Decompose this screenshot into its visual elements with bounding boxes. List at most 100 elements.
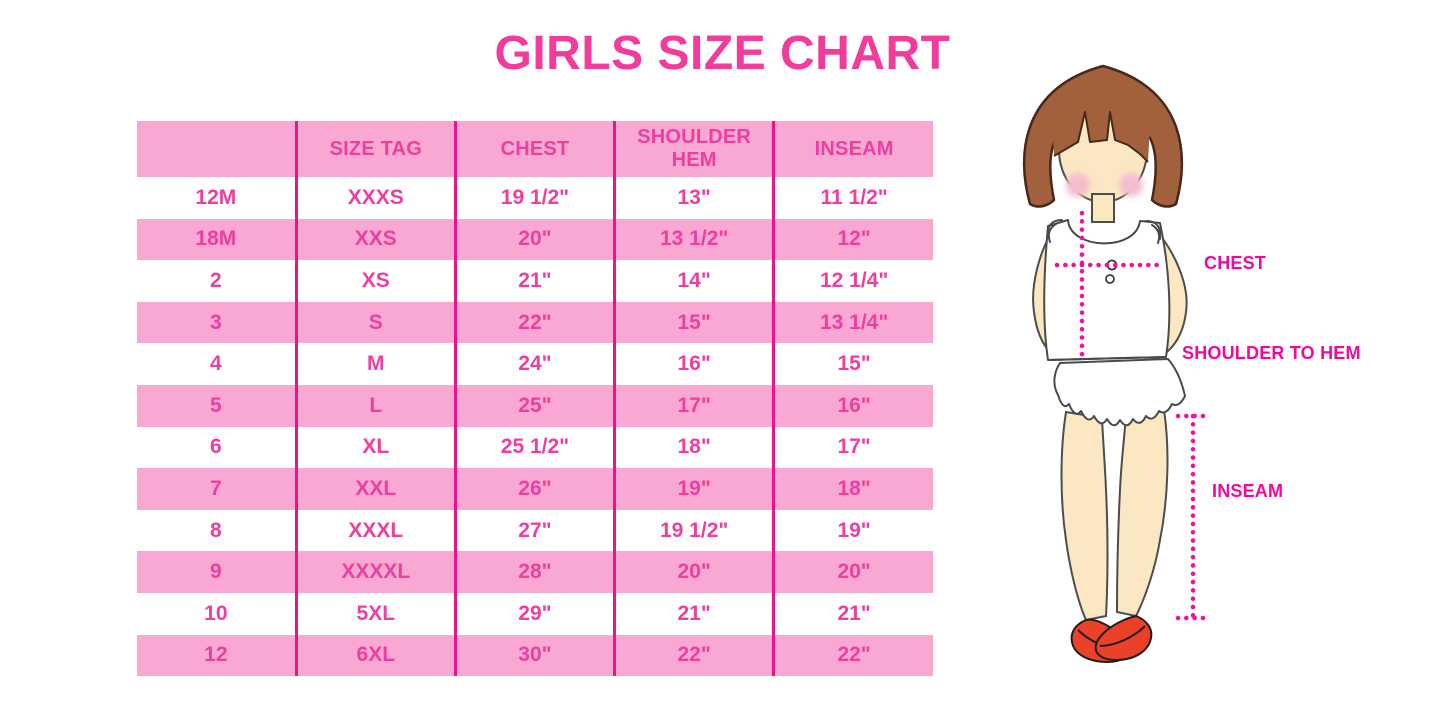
table-cell: XXXXL [296,551,457,593]
table-cell: 21" [455,260,617,302]
table-cell: 20" [837,560,871,584]
table-cell: XL [296,426,457,469]
table-cell: XXL [296,468,457,510]
table-cell: 10 [137,592,298,635]
bangs-edge [1053,111,1149,163]
girls-size-table: SIZE TAG CHEST SHOULDER HEM INSEAM 12M XXXS 1… [137,121,933,677]
chest-label: CHEST [1204,253,1267,273]
table-cell: 6 [137,426,298,469]
table-cell: XXS [296,218,457,261]
table-cell: 26" [455,468,617,510]
left-shoulder-ruffle [1046,219,1063,243]
neck [1091,193,1115,223]
table-cell: 3 [137,301,298,344]
table-cell: 29" [455,592,617,635]
right-shoe [1094,614,1153,662]
blush-right-cheek [1119,173,1143,197]
page-title: GIRLS SIZE CHART [494,27,951,80]
table-cell: 30" [455,634,617,677]
table-row: 7 XXL 26" 19" 18" [137,468,933,510]
top-garment [1043,219,1171,361]
table-row: 10 5XL 29" 21" 21" [137,592,933,635]
table-row: 9 XXXXL 28" 20" 20" [137,551,933,593]
table-cell: 15" [837,352,871,376]
table-row: 18M XXS 20" 13 1/2" 12" [137,218,933,261]
table-row: 12 6XL 30" 22" 22" [137,634,933,677]
table-cell: 14" [614,260,776,302]
hem-line [1047,356,1167,361]
table-cell: 18M [137,218,298,261]
table-cell: 6XL [296,634,457,677]
table-cell: 28" [455,551,617,593]
right-leg [1115,408,1169,618]
table-cell: XS [296,260,457,302]
table-row: 2 XS 21" 14" 12 1/4" [137,260,933,302]
table-cell: 12 [137,634,298,677]
table-cell: 12 1/4" [819,268,889,292]
table-cell: XXXL [296,509,457,552]
table-cell: 5XL [296,592,457,635]
table-cell: 21" [614,592,776,635]
table-cell: 22" [837,643,871,667]
bangs [1052,96,1150,162]
table-cell: 12M [137,177,298,219]
girl-illustration [1022,64,1206,664]
table-cell: 20" [614,551,776,593]
table-header: SIZE TAG CHEST SHOULDER HEM INSEAM [137,121,933,177]
skirt [1053,358,1186,427]
table-cell: 22" [614,634,776,677]
table-cell: 25" [455,384,617,427]
table-row: 5 L 25" 17" 16" [137,384,933,427]
table-cell: 12" [837,227,871,251]
table-cell: L [296,384,457,427]
table-cell: 24" [455,343,617,385]
header-cell [137,121,298,177]
right-shoulder-ruffle [1145,220,1162,244]
table-cell: 20" [455,218,617,261]
table-cell: 17" [837,435,871,459]
header-cell: INSEAM [814,137,894,160]
table-row: 8 XXXL 27" 19 1/2" 19" [137,509,933,552]
hair [1022,64,1184,208]
table-cell: 21" [837,601,871,625]
right-shoe-strap [1099,625,1146,647]
header-row: SIZE TAG CHEST SHOULDER HEM INSEAM [137,121,933,177]
table-cell: 7 [137,468,298,510]
table-row: 12M XXXS 19 1/2" 13" 11 1/2" [137,177,933,219]
table-row: 3 S 22" 15" 13 1/4" [137,301,933,344]
table-cell: 9 [137,551,298,593]
table-cell: 16" [837,393,871,417]
table-cell: 18" [614,426,776,469]
table-cell: 18" [837,476,871,500]
table-cell: 13" [614,177,776,219]
table-cell: 17" [614,384,776,427]
table-cell: 19 1/2" [455,177,617,219]
table-cell: 19 1/2" [614,509,776,552]
table-row: 4 M 24" 16" 15" [137,343,933,385]
table-cell: S [296,301,457,344]
table-cell: 27" [455,509,617,552]
table-cell: 19" [837,518,871,542]
table-cell: 5 [137,384,298,427]
blush-left-cheek [1066,173,1090,197]
header-cell: CHEST [455,121,617,177]
table-cell: 15" [614,301,776,344]
table-cell: 16" [614,343,776,385]
table-cell: 25 1/2" [455,426,617,469]
table-cell: 13 1/2" [614,218,776,261]
table-cell: XXXS [296,177,457,219]
table-cell: 22" [455,301,617,344]
table-cell: 2 [137,260,298,302]
header-cell: SIZE TAG [296,121,457,177]
table-row: 6 XL 25 1/2" 18" 17" [137,426,933,469]
left-leg [1060,410,1109,622]
table-cell: 13 1/4" [819,310,889,334]
table-cell: 11 1/2" [820,185,888,209]
table-cell: 8 [137,509,298,552]
shoulder-to-hem-label: SHOULDER TO HEM [1182,343,1361,363]
table-cell: M [296,343,457,385]
button-bottom [1105,274,1115,284]
table-cell: 4 [137,343,298,385]
inseam-label: INSEAM [1212,481,1284,501]
